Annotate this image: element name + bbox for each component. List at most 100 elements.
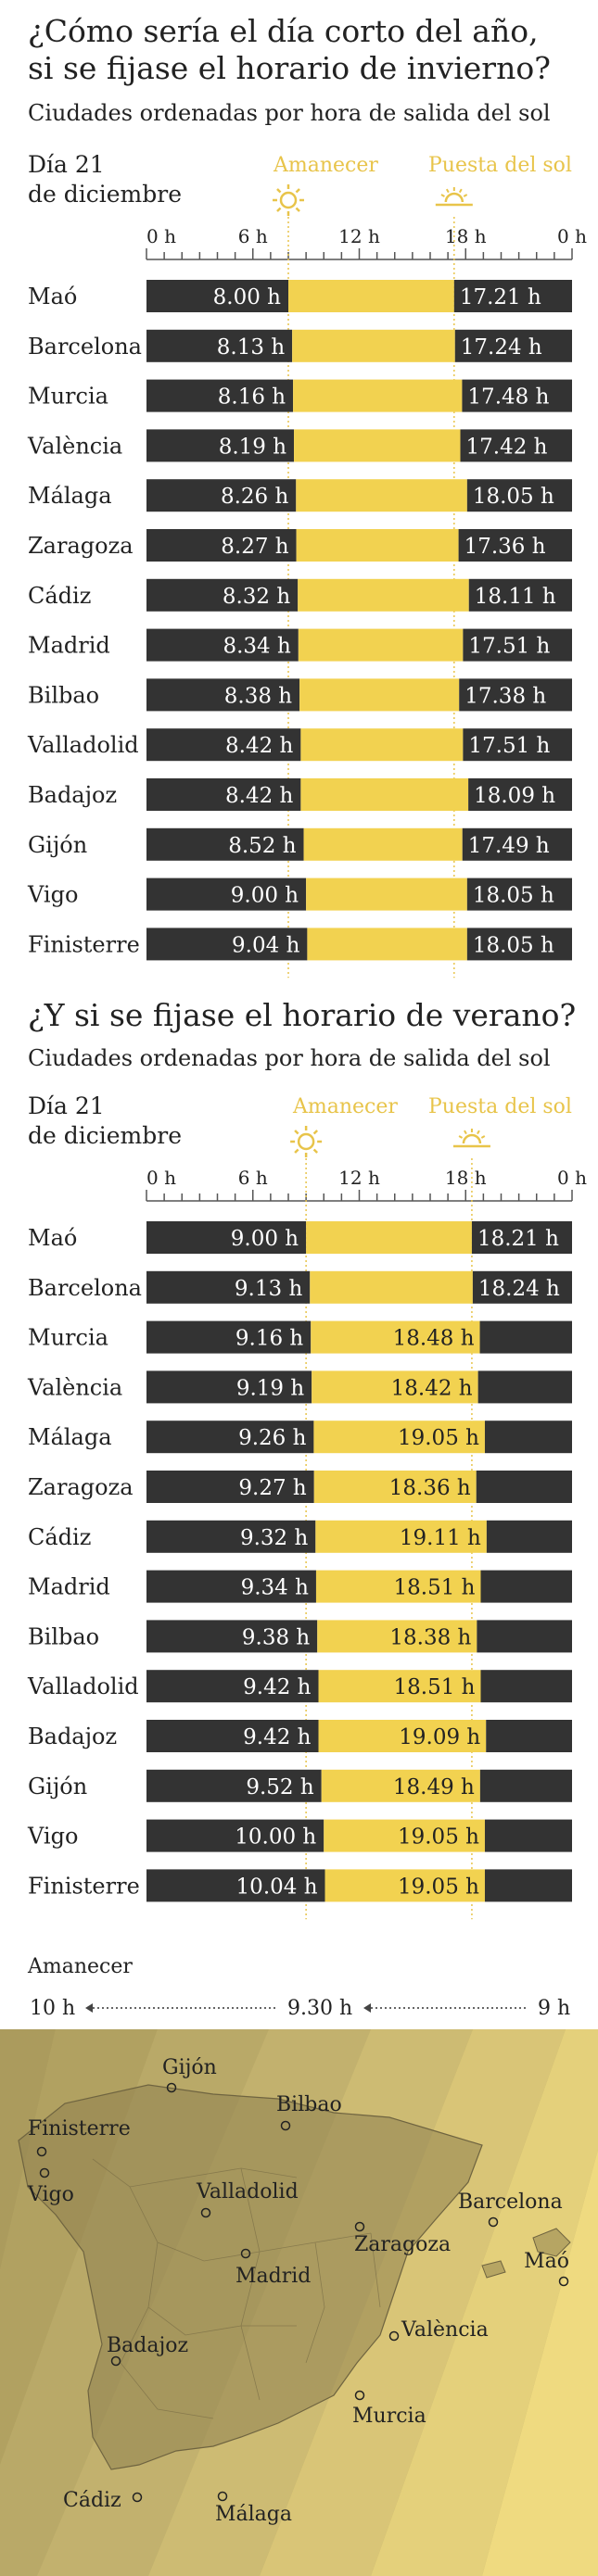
night-bar-morning xyxy=(146,529,297,562)
chart2-sunset-legend: Puesta del sol xyxy=(428,1095,572,1118)
map-city-label: Gijón xyxy=(162,2056,217,2079)
night-bar-morning xyxy=(146,678,300,712)
tick-label: 12 h xyxy=(338,225,380,247)
sunset-label: 17.48 h xyxy=(467,385,549,410)
sunrise-label: 9.26 h xyxy=(238,1426,307,1450)
city-label: València xyxy=(27,1374,122,1400)
city-label: Madrid xyxy=(28,1574,110,1600)
day-bar xyxy=(296,479,467,512)
night-bar-evening xyxy=(477,1370,572,1404)
map-city-label: Valladolid xyxy=(196,2180,299,2203)
sunrise-label: 9.52 h xyxy=(246,1775,314,1799)
tick-label: 18 h xyxy=(445,225,487,247)
chart1-sunset-legend: Puesta del sol xyxy=(428,154,572,177)
day-bar xyxy=(300,778,469,811)
city-label: Murcia xyxy=(28,384,108,410)
city-label: Zaragoza xyxy=(28,1474,134,1500)
city-label: Gijón xyxy=(28,1774,87,1799)
map-city-label: Badajoz xyxy=(107,2334,188,2357)
night-bar-morning xyxy=(146,1620,318,1653)
chart2-day-line2: de diciembre xyxy=(28,1122,182,1149)
chart2-subtitle: Ciudades ordenadas por hora de salida de… xyxy=(28,1045,551,1071)
city-label: Maó xyxy=(28,1225,77,1251)
night-bar-evening xyxy=(471,1221,572,1254)
tick-label: 18 h xyxy=(445,1167,487,1189)
night-bar-morning xyxy=(146,578,299,612)
night-bar-morning xyxy=(146,1819,324,1852)
summer-chart: 0 h 6 h 12 h 18 h 0 h Maó 9.00 h 18.21 h Barcelo… xyxy=(27,1126,587,1920)
sunset-label: 18.38 h xyxy=(389,1625,471,1649)
night-bar-evening xyxy=(460,429,572,462)
sunset-label: 18.48 h xyxy=(393,1327,475,1351)
chart2-sunrise-legend: Amanecer xyxy=(293,1095,398,1118)
night-bar-morning xyxy=(146,1471,314,1503)
city-marker xyxy=(558,2276,569,2287)
sunset-label: 17.38 h xyxy=(464,684,546,708)
city-label: Bilbao xyxy=(28,682,99,708)
gradient-left-label: 10 h xyxy=(30,1997,75,2020)
sunrise-label: 9.16 h xyxy=(235,1327,304,1351)
sunrise-label: 8.34 h xyxy=(223,635,291,659)
map-gradient-title: Amanecer xyxy=(28,1955,133,1978)
sunrise-label: 9.34 h xyxy=(241,1576,310,1600)
map-city-label: Vigo xyxy=(27,2183,74,2206)
map-city-label: Maó xyxy=(524,2250,569,2273)
night-bar-evening xyxy=(468,778,572,811)
night-bar-morning xyxy=(146,280,288,312)
sunrise-label: 9.32 h xyxy=(240,1526,309,1550)
night-bar-morning xyxy=(146,928,308,961)
map-city-label: Barcelona xyxy=(458,2191,563,2214)
city-label: València xyxy=(27,433,122,459)
day-bar xyxy=(293,379,463,412)
city-label: Madrid xyxy=(28,633,110,659)
city-marker xyxy=(280,2120,291,2131)
sunrise-label: 10.04 h xyxy=(236,1875,318,1899)
city-label: Valladolid xyxy=(27,1673,139,1699)
night-bar-morning xyxy=(146,1720,319,1752)
night-bar-evening xyxy=(480,1570,572,1603)
city-label: Barcelona xyxy=(28,334,142,360)
day-bar xyxy=(294,429,461,462)
night-bar-morning xyxy=(146,1221,307,1254)
tick-label: 0 h xyxy=(146,1167,176,1189)
city-marker xyxy=(217,2491,228,2502)
city-label: Gijón xyxy=(28,832,87,858)
night-bar-evening xyxy=(466,479,572,512)
day-bar xyxy=(296,529,459,562)
night-bar-evening xyxy=(484,1819,572,1852)
night-bar-morning xyxy=(146,1570,316,1603)
sunset-label: 19.05 h xyxy=(398,1825,479,1850)
sunset-label: 18.21 h xyxy=(477,1227,559,1251)
city-label: Málaga xyxy=(28,1424,112,1450)
day-bar xyxy=(292,329,455,362)
sunrise-label: 9.04 h xyxy=(232,933,300,957)
night-bar-evening xyxy=(453,280,572,312)
day-bar xyxy=(312,1370,478,1404)
city-label: Valladolid xyxy=(27,732,139,758)
night-bar-evening xyxy=(484,1421,572,1454)
city-label: Finisterre xyxy=(28,1873,140,1899)
sunset-label: 17.42 h xyxy=(466,435,548,459)
sunrise-label: 8.13 h xyxy=(217,335,286,360)
winter-chart: 0 h 6 h 12 h 18 h 0 h Maó 8.00 h 17.21 h Barcelo… xyxy=(27,184,587,979)
day-bar xyxy=(299,678,460,712)
chart1-sunrise-legend: Amanecer xyxy=(274,154,378,177)
night-bar-evening xyxy=(458,529,572,562)
sunset-label: 19.05 h xyxy=(398,1426,479,1450)
day-bar xyxy=(306,1221,472,1254)
day-bar xyxy=(324,1819,485,1852)
spain-map: Gijón Bilbao Finisterre Vigo Valladolid Barce… xyxy=(0,2029,598,2576)
night-bar-morning xyxy=(146,1270,311,1304)
city-marker xyxy=(36,2146,47,2157)
sunset-label: 18.51 h xyxy=(394,1675,476,1699)
city-marker xyxy=(488,2216,499,2228)
night-bar-morning xyxy=(146,628,299,662)
sunset-label: 19.05 h xyxy=(398,1875,479,1899)
day-bar xyxy=(321,1769,480,1802)
city-label: Vigo xyxy=(27,1824,78,1850)
day-bar xyxy=(307,928,467,961)
map-city-label: Madrid xyxy=(235,2265,311,2288)
sunrise-label: 9.19 h xyxy=(236,1376,305,1400)
city-marker xyxy=(354,2390,365,2401)
sunrise-label: 9.42 h xyxy=(243,1675,312,1699)
